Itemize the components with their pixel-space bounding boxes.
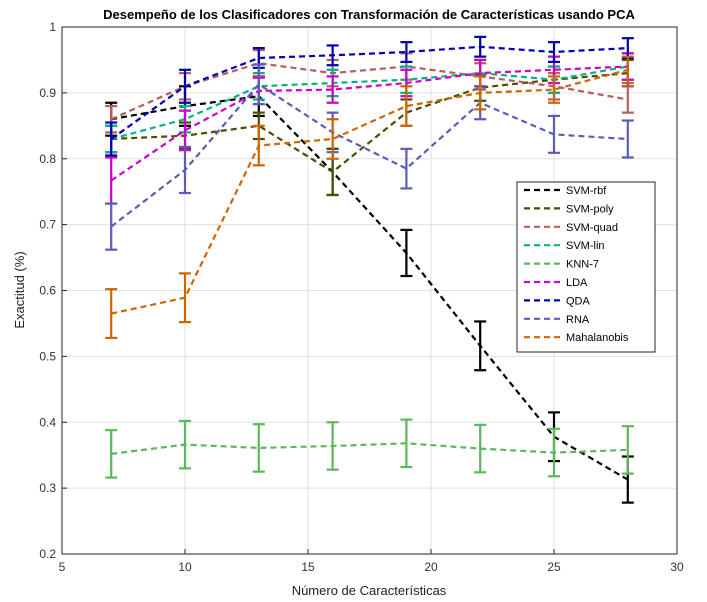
error-bar: [621, 119, 634, 159]
legend-item: SVM-lin: [524, 240, 605, 252]
x-axis-label: Número de Características: [292, 583, 447, 598]
error-bar: [548, 114, 560, 154]
error-bar: [474, 75, 487, 111]
error-bar: [105, 121, 118, 157]
y-tick-label: 0.4: [39, 415, 56, 429]
error-bar: [326, 421, 339, 471]
legend-item: SVM-poly: [524, 203, 614, 215]
legend-item: KNN-7: [524, 259, 599, 271]
error-bar: [400, 147, 413, 190]
error-bar: [179, 145, 191, 195]
series-knn-7: [105, 418, 634, 479]
error-bar: [400, 85, 413, 127]
series-line: [110, 65, 628, 141]
x-tick-label: 10: [178, 560, 192, 574]
error-bar: [105, 429, 118, 479]
error-bar: [621, 85, 634, 114]
error-bar: [326, 75, 339, 104]
legend-item: Mahalanobis: [524, 332, 629, 344]
error-bar: [105, 288, 118, 340]
error-bar: [105, 202, 118, 251]
error-bar: [326, 118, 339, 160]
x-tick-label: 20: [424, 560, 438, 574]
error-bar: [400, 228, 413, 278]
error-bar: [252, 63, 265, 106]
series-line: [111, 72, 628, 174]
series-line: [111, 442, 628, 455]
error-bar: [621, 425, 634, 475]
error-bar: [474, 320, 487, 372]
series-rna: [105, 63, 634, 251]
legend-label: SVM-quad: [566, 222, 618, 234]
x-tick-label: 15: [301, 560, 315, 574]
y-tick-label: 0.3: [39, 481, 56, 495]
y-tick-label: 0.5: [39, 349, 56, 363]
legend-label: Mahalanobis: [566, 332, 629, 344]
error-bar: [400, 41, 413, 64]
series-layer: [105, 35, 634, 504]
legend-item: SVM-rbf: [524, 185, 607, 197]
legend-label: RNA: [566, 314, 590, 326]
error-bar: [252, 124, 265, 167]
legend-item: QDA: [524, 295, 591, 307]
y-tick-label: 1: [49, 20, 56, 34]
chart-title: Desempeño de los Clasificadores con Tran…: [103, 7, 635, 22]
legend-label: SVM-poly: [566, 203, 614, 215]
tick-labels: 5 10 15 20 25 30 0.2 0.3 0.4 0.5 0.6 0.7 0.8 0.9 1: [39, 20, 684, 574]
series-line: [110, 68, 629, 315]
legend-label: KNN-7: [566, 259, 599, 271]
legend-item: SVM-quad: [524, 222, 618, 234]
error-bar: [252, 423, 265, 473]
error-bar: [474, 423, 487, 474]
error-bar: [179, 272, 191, 324]
legend-box: [516, 181, 656, 353]
y-tick-label: 0.8: [39, 152, 56, 166]
legend-label: LDA: [566, 277, 588, 289]
series-line: [110, 65, 628, 182]
series-line: [110, 45, 628, 140]
series-mahalanobis: [105, 55, 634, 340]
series-line: [110, 82, 628, 228]
error-bar: [548, 41, 560, 64]
series-line: [111, 95, 629, 481]
x-tick-label: 25: [547, 560, 561, 574]
legend-label: QDA: [566, 295, 591, 307]
error-bar: [474, 35, 487, 58]
legend-item: RNA: [524, 314, 590, 326]
error-bar: [400, 418, 413, 469]
error-bar: [326, 44, 339, 67]
y-tick-label: 0.7: [39, 218, 56, 232]
y-axis-label: Exactitud (%): [12, 251, 27, 328]
legend-label: SVM-rbf: [566, 185, 607, 197]
x-tick-label: 5: [59, 560, 66, 574]
error-bar: [179, 68, 191, 104]
legend: SVM-rbf SVM-poly SVM-quad SVM-lin KNN-7 LDA QD…: [516, 181, 656, 353]
y-tick-label: 0.2: [39, 547, 56, 561]
y-tick-label: 0.9: [39, 86, 56, 100]
error-bar: [548, 427, 560, 478]
legend-item: LDA: [524, 277, 588, 289]
error-bar: [621, 55, 634, 85]
error-bar: [548, 75, 560, 104]
legend-label: SVM-lin: [566, 240, 605, 252]
error-bar: [179, 419, 191, 470]
x-tick-label: 30: [670, 560, 684, 574]
y-tick-label: 0.6: [39, 284, 56, 298]
